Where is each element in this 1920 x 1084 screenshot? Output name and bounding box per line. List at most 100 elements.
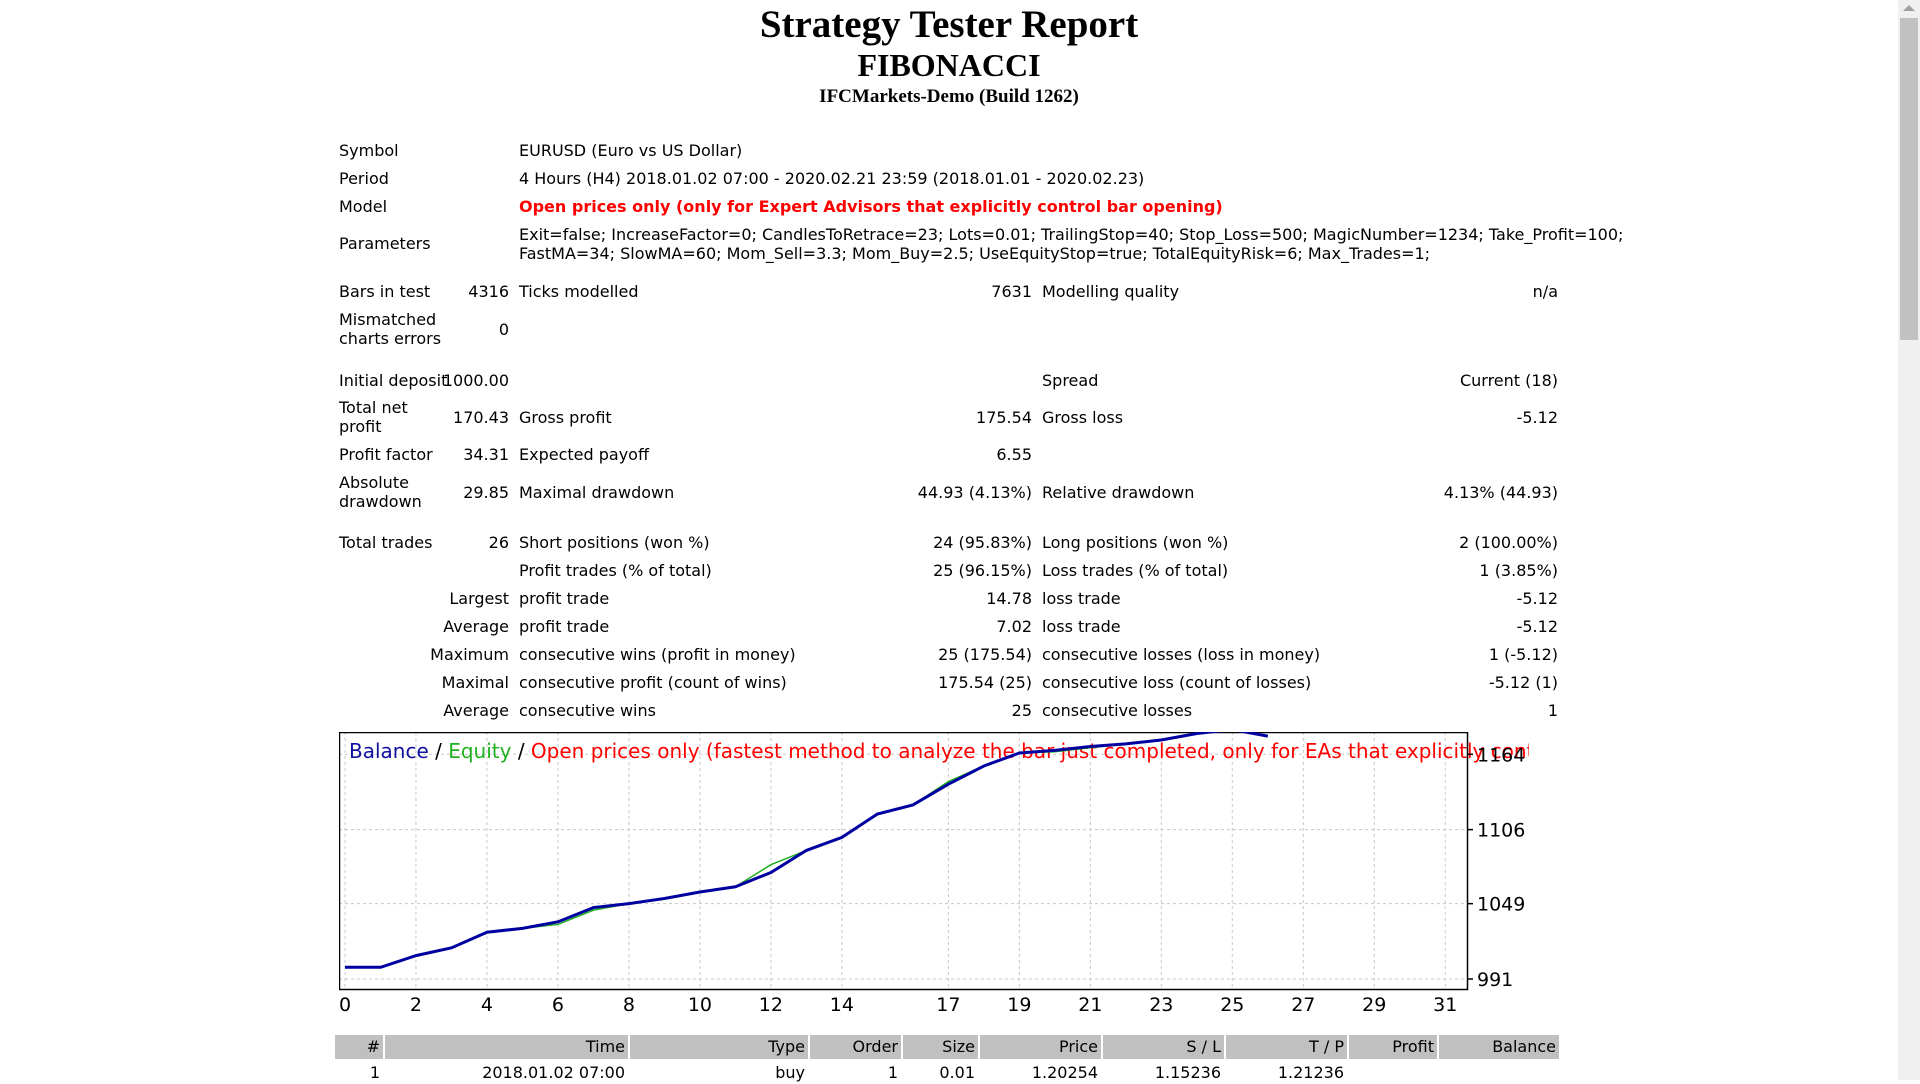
model-label: Model xyxy=(339,197,388,216)
x-tick-label: 29 xyxy=(1362,994,1386,1014)
parameters-line-1: Exit=false; IncreaseFactor=0; CandlesToR… xyxy=(519,225,1624,244)
table-header-cell: Profit xyxy=(1349,1035,1439,1059)
avg-wins-value: 25 xyxy=(1011,701,1032,720)
table-header-cell: T / P xyxy=(1226,1035,1349,1059)
reldd-value: 4.13% (44.93) xyxy=(1443,483,1558,502)
long-value: 2 (100.00%) xyxy=(1459,533,1558,552)
table-header-cell: Balance xyxy=(1439,1035,1561,1059)
scroll-up-arrow-icon[interactable] xyxy=(1903,5,1915,11)
period-label: Period xyxy=(339,169,389,188)
average-label: Average xyxy=(443,617,509,636)
model-value: Open prices only (only for Expert Adviso… xyxy=(519,197,1223,216)
legend-balance: Balance xyxy=(349,739,429,763)
largest-profit-value: 14.78 xyxy=(986,589,1032,608)
short-label: Short positions (won %) xyxy=(519,533,710,552)
table-cell: 2018.01.02 07:00 xyxy=(482,1063,625,1082)
long-label: Long positions (won %) xyxy=(1042,533,1229,552)
symbol-value: EURUSD (Euro vs US Dollar) xyxy=(519,141,743,160)
max-wins-label: consecutive wins (profit in money) xyxy=(519,645,796,664)
x-tick-label: 10 xyxy=(688,994,712,1014)
pf-label: Profit factor xyxy=(339,445,433,464)
balance-line xyxy=(345,732,1269,969)
loss-trades-label: Loss trades (% of total) xyxy=(1042,561,1229,580)
spread-label: Spread xyxy=(1042,371,1099,390)
x-tick-label: 4 xyxy=(481,994,493,1014)
table-cell: 0.01 xyxy=(939,1063,975,1082)
chart-grid xyxy=(339,732,1467,989)
netprofit-value: 170.43 xyxy=(453,408,509,427)
average-profit-label: profit trade xyxy=(519,617,610,636)
grossloss-label: Gross loss xyxy=(1042,408,1124,427)
mismatch-label-2: charts errors xyxy=(339,329,442,348)
maxdd-label: Maximal drawdown xyxy=(519,483,675,502)
period-value: 4 Hours (H4) 2018.01.02 07:00 - 2020.02.… xyxy=(519,169,1145,188)
maximal-loss-value: -5.12 (1) xyxy=(1488,673,1558,692)
largest-label: Largest xyxy=(449,589,509,608)
y-tick-label: 991 xyxy=(1477,969,1513,991)
scroll-thumb[interactable] xyxy=(1900,18,1918,340)
short-value: 24 (95.83%) xyxy=(933,533,1032,552)
average-profit-value: 7.02 xyxy=(996,617,1032,636)
avg-losses-value: 1 xyxy=(1547,701,1558,720)
chart-ticks: 0 2 4 6 8 10 12 14 17 19 21 23 25 27 29 31 1164 1106 1049 9… xyxy=(339,744,1525,1014)
table-header-cell: Type xyxy=(630,1035,810,1059)
x-tick-label: 17 xyxy=(936,994,960,1014)
spread-value: Current (18) xyxy=(1459,371,1558,390)
profit-trades-value: 25 (96.15%) xyxy=(933,561,1032,580)
plot-frame xyxy=(339,732,1469,991)
y-tick-label: 1049 xyxy=(1477,894,1525,916)
bars-label: Bars in test xyxy=(339,282,431,301)
largest-loss-value: -5.12 xyxy=(1516,589,1558,608)
avg-consec-label: Average xyxy=(443,701,509,720)
ticks-value: 7631 xyxy=(991,282,1032,301)
maximal-label: Maximal xyxy=(441,673,509,692)
table-header-cell: Order xyxy=(810,1035,903,1059)
ticks-label: Ticks modelled xyxy=(519,282,639,301)
chart-series xyxy=(345,732,1269,969)
trades-label: Total trades xyxy=(339,533,433,552)
mismatch-value: 0 xyxy=(498,320,509,339)
x-tick-label: 27 xyxy=(1291,994,1315,1014)
max-wins-value: 25 (175.54) xyxy=(938,645,1032,664)
parameters-line-2: FastMA=34; SlowMA=60; Mom_Sell=3.3; Mom_… xyxy=(519,244,1431,263)
absdd-label-2: drawdown xyxy=(339,492,422,511)
x-tick-label: 23 xyxy=(1149,994,1173,1014)
vertical-scrollbar[interactable] xyxy=(1898,0,1920,1080)
chart-legend: Balance / Equity / Open prices only (fas… xyxy=(349,739,1529,763)
table-cell: 1 xyxy=(887,1063,898,1082)
legend-equity: Equity xyxy=(448,739,511,763)
x-tick-label: 21 xyxy=(1078,994,1102,1014)
table-header-cell: # xyxy=(335,1035,385,1059)
max-losses-value: 1 (-5.12) xyxy=(1488,645,1558,664)
table-cell: 1.15236 xyxy=(1154,1063,1221,1082)
ea-name: FIBONACCI xyxy=(857,47,1041,83)
maximal-profit-value: 175.54 (25) xyxy=(938,673,1032,692)
quality-value: n/a xyxy=(1532,282,1558,301)
quality-label: Modelling quality xyxy=(1042,282,1180,301)
bars-value: 4316 xyxy=(468,282,509,301)
reldd-label: Relative drawdown xyxy=(1042,483,1195,502)
maximal-loss-label: consecutive loss (count of losses) xyxy=(1042,673,1312,692)
table-header-cell: S / L xyxy=(1103,1035,1226,1059)
trades-value: 26 xyxy=(488,533,509,552)
grossprofit-value: 175.54 xyxy=(976,408,1032,427)
largest-loss-label: loss trade xyxy=(1042,589,1121,608)
x-tick-label: 2 xyxy=(410,994,422,1014)
grossprofit-label: Gross profit xyxy=(519,408,612,427)
x-tick-label: 19 xyxy=(1007,994,1031,1014)
profit-trades-label: Profit trades (% of total) xyxy=(519,561,712,580)
maximal-profit-label: consecutive profit (count of wins) xyxy=(519,673,787,692)
absdd-value: 29.85 xyxy=(463,483,509,502)
netprofit-label-1: Total net xyxy=(339,398,408,417)
symbol-label: Symbol xyxy=(339,141,399,160)
table-cell: 1 xyxy=(369,1063,380,1082)
table-cell: buy xyxy=(775,1063,805,1082)
x-tick-label: 31 xyxy=(1433,994,1457,1014)
x-tick-label: 14 xyxy=(830,994,854,1014)
max-losses-label: consecutive losses (loss in money) xyxy=(1042,645,1321,664)
server-build: IFCMarkets-Demo (Build 1262) xyxy=(819,86,1079,107)
x-tick-label: 12 xyxy=(759,994,783,1014)
report-title: Strategy Tester Report xyxy=(759,3,1139,46)
deposit-value: 1000.00 xyxy=(442,371,509,390)
balance-chart: Balance / Equity / Open prices only (fas… xyxy=(339,732,1529,1014)
